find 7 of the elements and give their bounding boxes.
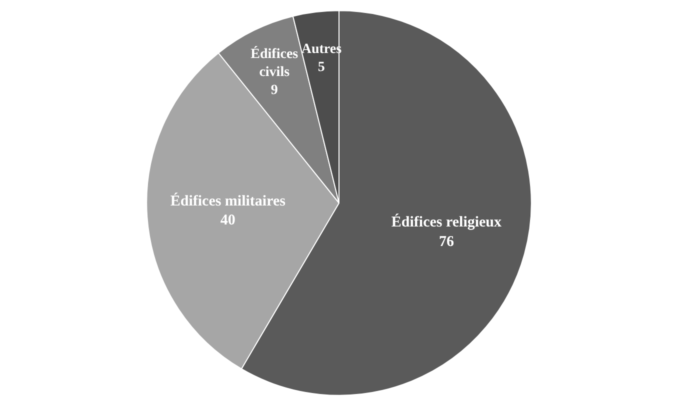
data-label: 76 [438,234,454,250]
data-label: 5 [318,60,325,75]
data-label: 40 [220,212,236,229]
data-label: 9 [270,82,278,98]
slice-label: Édifices militaires [170,192,286,210]
slice-label: Édifices religieux [391,214,502,231]
slice-label: Édifices civils [250,44,299,80]
